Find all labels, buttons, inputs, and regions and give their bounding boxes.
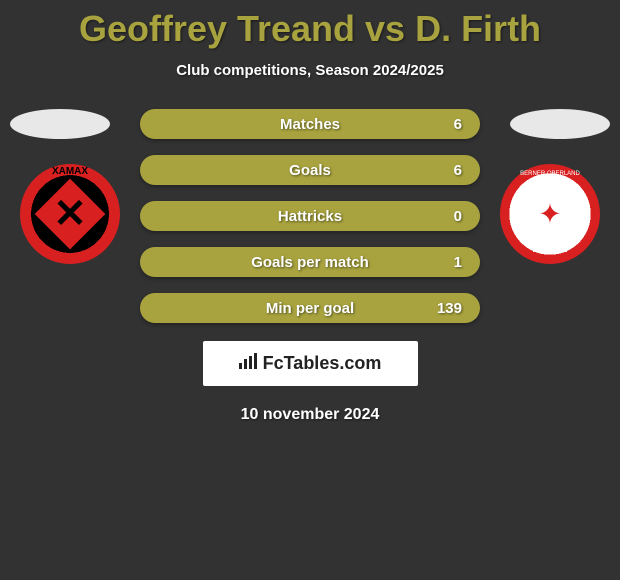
stat-label: Goals — [289, 162, 331, 179]
stat-value: 6 — [454, 116, 462, 133]
stat-label: Goals per match — [251, 254, 369, 271]
club-subtitle-right: BERNER OBERLAND — [520, 171, 580, 177]
club-name-right: FC THUN — [532, 245, 567, 254]
stat-label: Hattricks — [278, 208, 342, 225]
branding-box: FcTables.com — [203, 341, 418, 386]
stats-container: Matches 6 Goals 6 Hattricks 0 Goals per … — [140, 109, 480, 323]
stat-value: 0 — [454, 208, 462, 225]
stat-row-matches: Matches 6 — [140, 109, 480, 139]
stat-row-hattricks: Hattricks 0 — [140, 201, 480, 231]
stat-label: Matches — [280, 116, 340, 133]
player-photo-right — [510, 109, 610, 139]
stat-row-goals-per-match: Goals per match 1 — [140, 247, 480, 277]
branding-logo: FcTables.com — [239, 353, 382, 374]
club-badge-left: XAMAX — [20, 164, 120, 264]
stat-value: 139 — [437, 300, 462, 317]
stat-label: Min per goal — [266, 300, 354, 317]
player-photo-left — [10, 109, 110, 139]
season-subtitle: Club competitions, Season 2024/2025 — [0, 62, 620, 79]
stat-value: 6 — [454, 162, 462, 179]
main-content: XAMAX BERNER OBERLAND FC THUN Matches 6 … — [0, 109, 620, 424]
header: Geoffrey Treand vs D. Firth Club competi… — [0, 0, 620, 79]
club-name-left: XAMAX — [52, 166, 88, 177]
club-badge-right: BERNER OBERLAND FC THUN — [500, 164, 600, 264]
stat-row-min-per-goal: Min per goal 139 — [140, 293, 480, 323]
branding-text: FcTables.com — [263, 353, 382, 373]
comparison-title: Geoffrey Treand vs D. Firth — [0, 8, 620, 50]
stat-value: 1 — [454, 254, 462, 271]
date-text: 10 november 2024 — [0, 406, 620, 424]
chart-icon — [239, 353, 259, 374]
stat-row-goals: Goals 6 — [140, 155, 480, 185]
